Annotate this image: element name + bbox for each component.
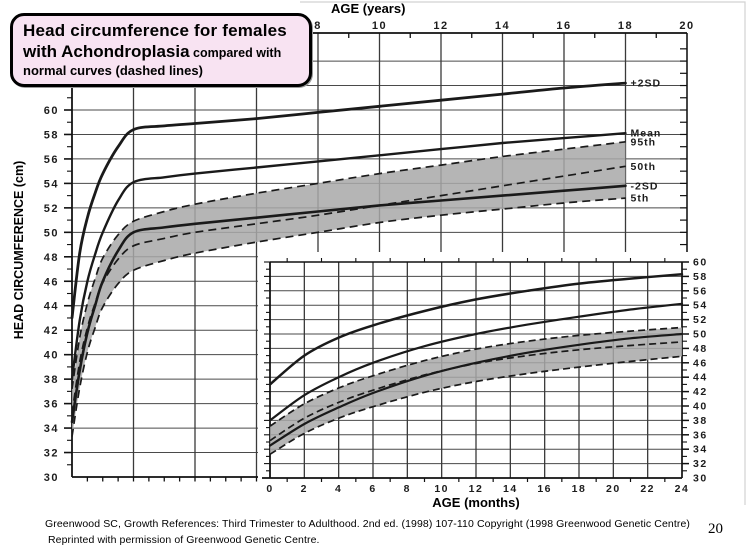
y-tick-label-50: 50: [693, 329, 708, 341]
x-tick-label-16: 16: [556, 20, 571, 32]
y-tick-label-40: 40: [693, 401, 708, 413]
curve-label-normal-5th: 5th: [631, 193, 650, 205]
x-tick-label-24: 24: [675, 483, 690, 495]
y-tick-label-56: 56: [693, 285, 708, 297]
y-tick-label-56: 56: [44, 154, 59, 166]
y-tick-label-42: 42: [44, 325, 59, 337]
normal-range-band: [270, 327, 682, 455]
y-tick-label-50: 50: [44, 227, 59, 239]
y-tick-label-30: 30: [693, 473, 708, 485]
y-tick-label-46: 46: [44, 276, 59, 288]
y-tick-label-30: 30: [44, 472, 59, 484]
curve-normal-95th: [71, 140, 626, 390]
curve-achondroplasia-minus-2sd: [70, 184, 627, 424]
y-tick-label-58: 58: [44, 129, 59, 141]
y-tick-label-54: 54: [44, 178, 59, 190]
normal-range-band: [72, 141, 626, 437]
curve-normal-5th: [71, 197, 626, 437]
curve-normal-95th: [269, 326, 683, 427]
x-tick-label-8: 8: [314, 20, 322, 32]
title-line-2: with Achondroplasia compared with: [23, 41, 299, 63]
y-tick-label-58: 58: [693, 271, 708, 283]
y-tick-label-32: 32: [44, 448, 59, 460]
y-tick-label-44: 44: [44, 301, 59, 313]
title-box: Head circumference for females with Acho…: [10, 13, 312, 87]
citation-text: Greenwood SC, Growth References: Third T…: [45, 518, 690, 530]
x-tick-label-2: 2: [301, 483, 308, 495]
x-tick-label-14: 14: [503, 483, 518, 495]
y-tick-label-44: 44: [693, 372, 708, 384]
chart-inset: 0 2 4 6 8 10 12 14 16 18 20 22 243032343638404244464…: [262, 257, 708, 495]
curve-achondroplasia-minus-2sd: [268, 332, 684, 447]
curve-normal-5th: [269, 355, 683, 455]
title-line-2-bold: with Achondroplasia: [23, 42, 190, 62]
x-tick-label-0: 0: [266, 483, 273, 495]
y-tick-label-34: 34: [44, 423, 59, 435]
y-tick-label-40: 40: [44, 350, 59, 362]
x-tick-label-12: 12: [433, 20, 448, 32]
x-tick-label-6: 6: [369, 483, 376, 495]
y-tick-label-42: 42: [693, 386, 708, 398]
x-tick-label-20: 20: [679, 20, 694, 32]
x-tick-label-12: 12: [469, 483, 484, 495]
curve-achondroplasia-mean: [268, 302, 684, 422]
y-tick-label-34: 34: [693, 444, 708, 456]
y-tick-label-46: 46: [693, 357, 708, 369]
x-tick-label-22: 22: [640, 483, 655, 495]
curve-label-achondroplasia-plus-2sd: +2SD: [631, 78, 662, 90]
x-tick-label-18: 18: [572, 483, 587, 495]
scan-edge: [300, 1, 746, 505]
y-tick-label-36: 36: [693, 429, 708, 441]
x-tick-label-10: 10: [434, 483, 449, 495]
y-tick-label-36: 36: [44, 399, 59, 411]
y-tick-label-38: 38: [44, 374, 59, 386]
curve-achondroplasia-plus-2sd: [70, 81, 627, 320]
y-tick-label-52: 52: [44, 203, 59, 215]
y-axis-title-head-circumference: HEAD CIRCUMFERENCE (cm): [12, 160, 26, 340]
curve-normal-50th: [71, 165, 626, 414]
x-tick-label-14: 14: [495, 20, 510, 32]
x-axis-title-years: AGE (years): [331, 1, 406, 16]
curve-label-achondroplasia-minus-2sd: -2SD: [631, 180, 659, 192]
x-tick-label-20: 20: [606, 483, 621, 495]
y-tick-label-60: 60: [693, 257, 708, 269]
y-tick-label-48: 48: [44, 252, 59, 264]
y-tick-label-60: 60: [44, 105, 59, 117]
curve-normal-50th: [269, 341, 683, 442]
curve-achondroplasia-plus-2sd: [268, 272, 684, 386]
title-line-1: Head circumference for females: [23, 21, 287, 40]
curve-label-normal-50th: 50th: [631, 161, 657, 173]
y-tick-label-54: 54: [693, 300, 708, 312]
y-tick-label-32: 32: [693, 458, 708, 470]
x-tick-label-4: 4: [335, 483, 342, 495]
curve-label-achondroplasia-mean: Mean: [631, 128, 662, 140]
x-tick-label-10: 10: [372, 20, 387, 32]
curve-achondroplasia-mean: [70, 132, 627, 381]
permission-text: Reprinted with permission of Greenwood G…: [48, 534, 320, 546]
x-tick-label-8: 8: [404, 483, 411, 495]
x-axis-title-months: AGE (months): [432, 495, 520, 510]
y-tick-label-38: 38: [693, 415, 708, 427]
curve-label-normal-95th: 95th: [631, 136, 657, 148]
title-line-2-small: compared with: [189, 46, 282, 61]
x-tick-label-18: 18: [618, 20, 633, 32]
page-number: 20: [708, 521, 723, 537]
x-tick-label-16: 16: [537, 483, 552, 495]
title-line-3: normal curves (dashed lines): [23, 63, 203, 79]
y-tick-label-52: 52: [693, 314, 708, 326]
y-tick-label-48: 48: [693, 343, 708, 355]
